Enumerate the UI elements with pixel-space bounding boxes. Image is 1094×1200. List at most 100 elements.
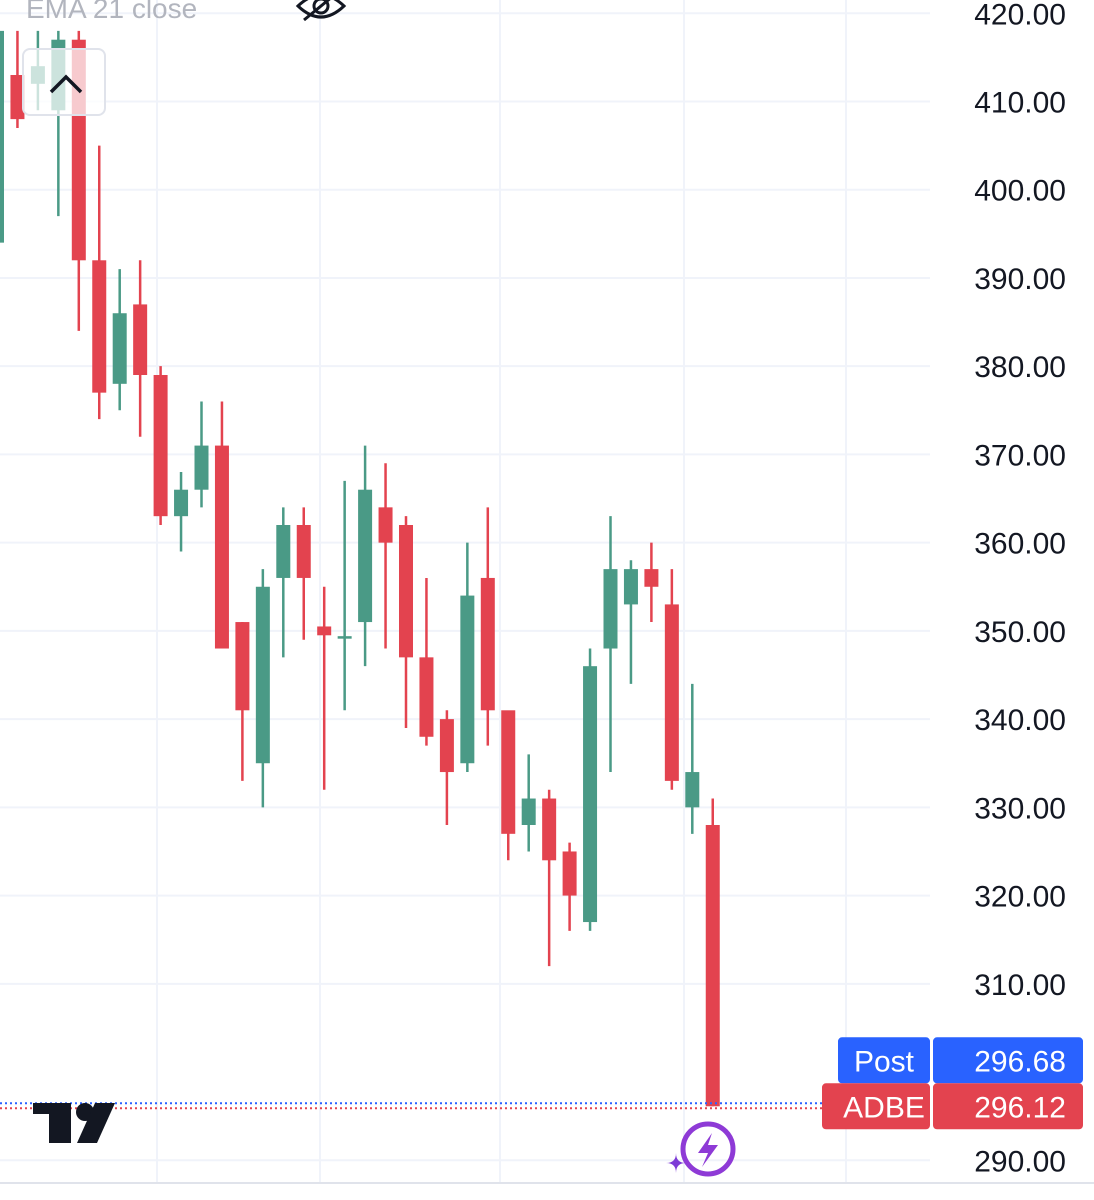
- candle[interactable]: [10, 30, 25, 128]
- candle[interactable]: [112, 269, 127, 411]
- y-tick-label: 410.00: [974, 86, 1066, 119]
- candle[interactable]: [419, 577, 434, 746]
- candle-body: [562, 851, 577, 896]
- last-price-tag[interactable]: ADBE 296.12: [822, 1083, 1083, 1130]
- candle[interactable]: [214, 401, 229, 649]
- candle-body: [153, 375, 168, 517]
- indicator-legend[interactable]: EMA 21 close: [26, 0, 197, 24]
- candle-body: [623, 569, 638, 605]
- candle-series[interactable]: [0, 30, 720, 1107]
- last-price-tag-value: 296.12: [974, 1091, 1066, 1124]
- candle[interactable]: [133, 260, 148, 437]
- candle-body: [644, 569, 659, 587]
- price-lines: [0, 1102, 830, 1110]
- candle[interactable]: [276, 507, 291, 658]
- candle-body: [92, 260, 107, 393]
- candle[interactable]: [317, 586, 332, 790]
- candle[interactable]: [153, 366, 168, 525]
- candle[interactable]: [235, 622, 250, 781]
- candle[interactable]: [194, 401, 209, 508]
- candle-body: [664, 604, 679, 781]
- y-tick-label: 310.00: [974, 969, 1066, 1002]
- post-price-tag-label: Post: [854, 1045, 915, 1078]
- candle-body: [685, 772, 700, 808]
- last-price-tag-label: ADBE: [843, 1091, 925, 1124]
- candle-body: [276, 525, 291, 578]
- candle-body: [133, 304, 148, 375]
- candle[interactable]: [480, 507, 495, 746]
- candle[interactable]: [358, 445, 373, 667]
- candle-body: [174, 489, 189, 517]
- last-price-tag-label-bg: [822, 1083, 930, 1130]
- candle[interactable]: [296, 507, 311, 640]
- candle-body: [337, 636, 352, 639]
- candle[interactable]: [174, 472, 189, 552]
- post-price-tag[interactable]: Post 296.68: [838, 1037, 1083, 1084]
- y-tick-label: 390.00: [974, 263, 1066, 296]
- candle-body: [0, 30, 4, 243]
- y-tick-label: 290.00: [974, 1145, 1066, 1178]
- candle-body: [255, 586, 270, 764]
- price-axis[interactable]: 420.00 410.00 400.00 390.00 380.00 370.00 360.…: [974, 0, 1066, 1178]
- candle[interactable]: [460, 542, 475, 773]
- y-tick-label: 320.00: [974, 881, 1066, 914]
- candle[interactable]: [399, 516, 413, 728]
- candle[interactable]: [378, 463, 393, 649]
- post-price-tag-value-bg: [933, 1037, 1083, 1084]
- candle[interactable]: [705, 798, 720, 1107]
- candle-body: [378, 507, 393, 543]
- candle[interactable]: [521, 754, 536, 852]
- visibility-hidden-icon[interactable]: [295, 0, 347, 22]
- candle-body: [317, 626, 332, 636]
- y-tick-label: 420.00: [974, 0, 1066, 31]
- candle[interactable]: [501, 710, 516, 861]
- candle[interactable]: [0, 30, 4, 243]
- candle-body: [583, 666, 598, 923]
- candle[interactable]: [583, 648, 598, 931]
- candle-body: [501, 710, 516, 834]
- candle-body: [235, 622, 250, 711]
- candle-body: [399, 525, 413, 658]
- candle[interactable]: [255, 569, 270, 808]
- candle-body: [603, 569, 618, 649]
- candle[interactable]: [542, 789, 557, 967]
- y-tick-label: 370.00: [974, 439, 1066, 472]
- candle-body: [214, 445, 229, 649]
- candle[interactable]: [337, 480, 352, 711]
- candle-body: [10, 75, 25, 120]
- candle[interactable]: [623, 560, 638, 684]
- post-price-tag-label-bg: [838, 1037, 930, 1084]
- candle-body: [480, 577, 495, 711]
- candle-body: [460, 595, 475, 764]
- candle-body: [296, 525, 311, 578]
- post-price-tag-value: 296.68: [974, 1045, 1066, 1078]
- candle[interactable]: [644, 542, 659, 623]
- candle[interactable]: [92, 145, 107, 420]
- candle-body: [439, 719, 454, 773]
- y-tick-label: 330.00: [974, 792, 1066, 825]
- candle-body: [542, 798, 557, 861]
- y-tick-label: 340.00: [974, 704, 1066, 737]
- y-tick-label: 350.00: [974, 616, 1066, 649]
- candle-body: [419, 657, 434, 737]
- candle[interactable]: [685, 683, 700, 834]
- candle-body: [521, 798, 536, 825]
- y-tick-label: 380.00: [974, 351, 1066, 384]
- y-tick-label: 360.00: [974, 528, 1066, 561]
- candle-body: [705, 825, 720, 1107]
- collapse-legend-button[interactable]: [22, 48, 106, 116]
- candle[interactable]: [664, 569, 679, 790]
- y-tick-label: 400.00: [974, 175, 1066, 208]
- last-price-tag-value-bg: [933, 1083, 1083, 1130]
- candle[interactable]: [562, 842, 577, 931]
- candle[interactable]: [439, 710, 454, 825]
- candle-body: [194, 445, 209, 490]
- candle-body: [358, 489, 373, 623]
- chevron-up-icon: [49, 74, 83, 94]
- candle[interactable]: [603, 516, 618, 773]
- tradingview-logo: [33, 1103, 115, 1143]
- price-tags: Post 296.68 ADBE 296.12: [822, 1037, 1083, 1130]
- lightning-icon[interactable]: [666, 1121, 736, 1177]
